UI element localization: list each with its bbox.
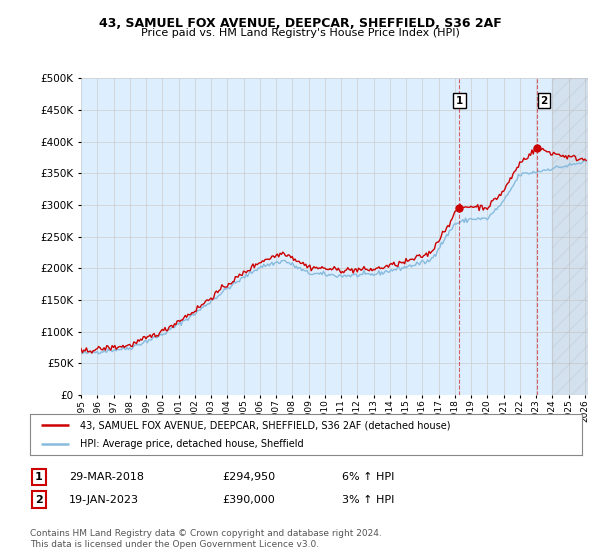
Bar xyxy=(552,78,588,395)
Text: 3% ↑ HPI: 3% ↑ HPI xyxy=(342,494,394,505)
Text: £294,950: £294,950 xyxy=(222,472,275,482)
Text: 43, SAMUEL FOX AVENUE, DEEPCAR, SHEFFIELD, S36 2AF (detached house): 43, SAMUEL FOX AVENUE, DEEPCAR, SHEFFIEL… xyxy=(80,421,450,430)
Text: 43, SAMUEL FOX AVENUE, DEEPCAR, SHEFFIELD, S36 2AF: 43, SAMUEL FOX AVENUE, DEEPCAR, SHEFFIEL… xyxy=(98,17,502,30)
Text: 2: 2 xyxy=(35,494,43,505)
Text: 6% ↑ HPI: 6% ↑ HPI xyxy=(342,472,394,482)
Text: Contains HM Land Registry data © Crown copyright and database right 2024.
This d: Contains HM Land Registry data © Crown c… xyxy=(30,529,382,549)
Text: 1: 1 xyxy=(456,96,463,105)
Text: £390,000: £390,000 xyxy=(222,494,275,505)
Text: HPI: Average price, detached house, Sheffield: HPI: Average price, detached house, Shef… xyxy=(80,439,304,449)
Text: 1: 1 xyxy=(35,472,43,482)
Text: 19-JAN-2023: 19-JAN-2023 xyxy=(69,494,139,505)
Text: 29-MAR-2018: 29-MAR-2018 xyxy=(69,472,144,482)
Text: 2: 2 xyxy=(541,96,548,105)
Text: Price paid vs. HM Land Registry's House Price Index (HPI): Price paid vs. HM Land Registry's House … xyxy=(140,28,460,38)
